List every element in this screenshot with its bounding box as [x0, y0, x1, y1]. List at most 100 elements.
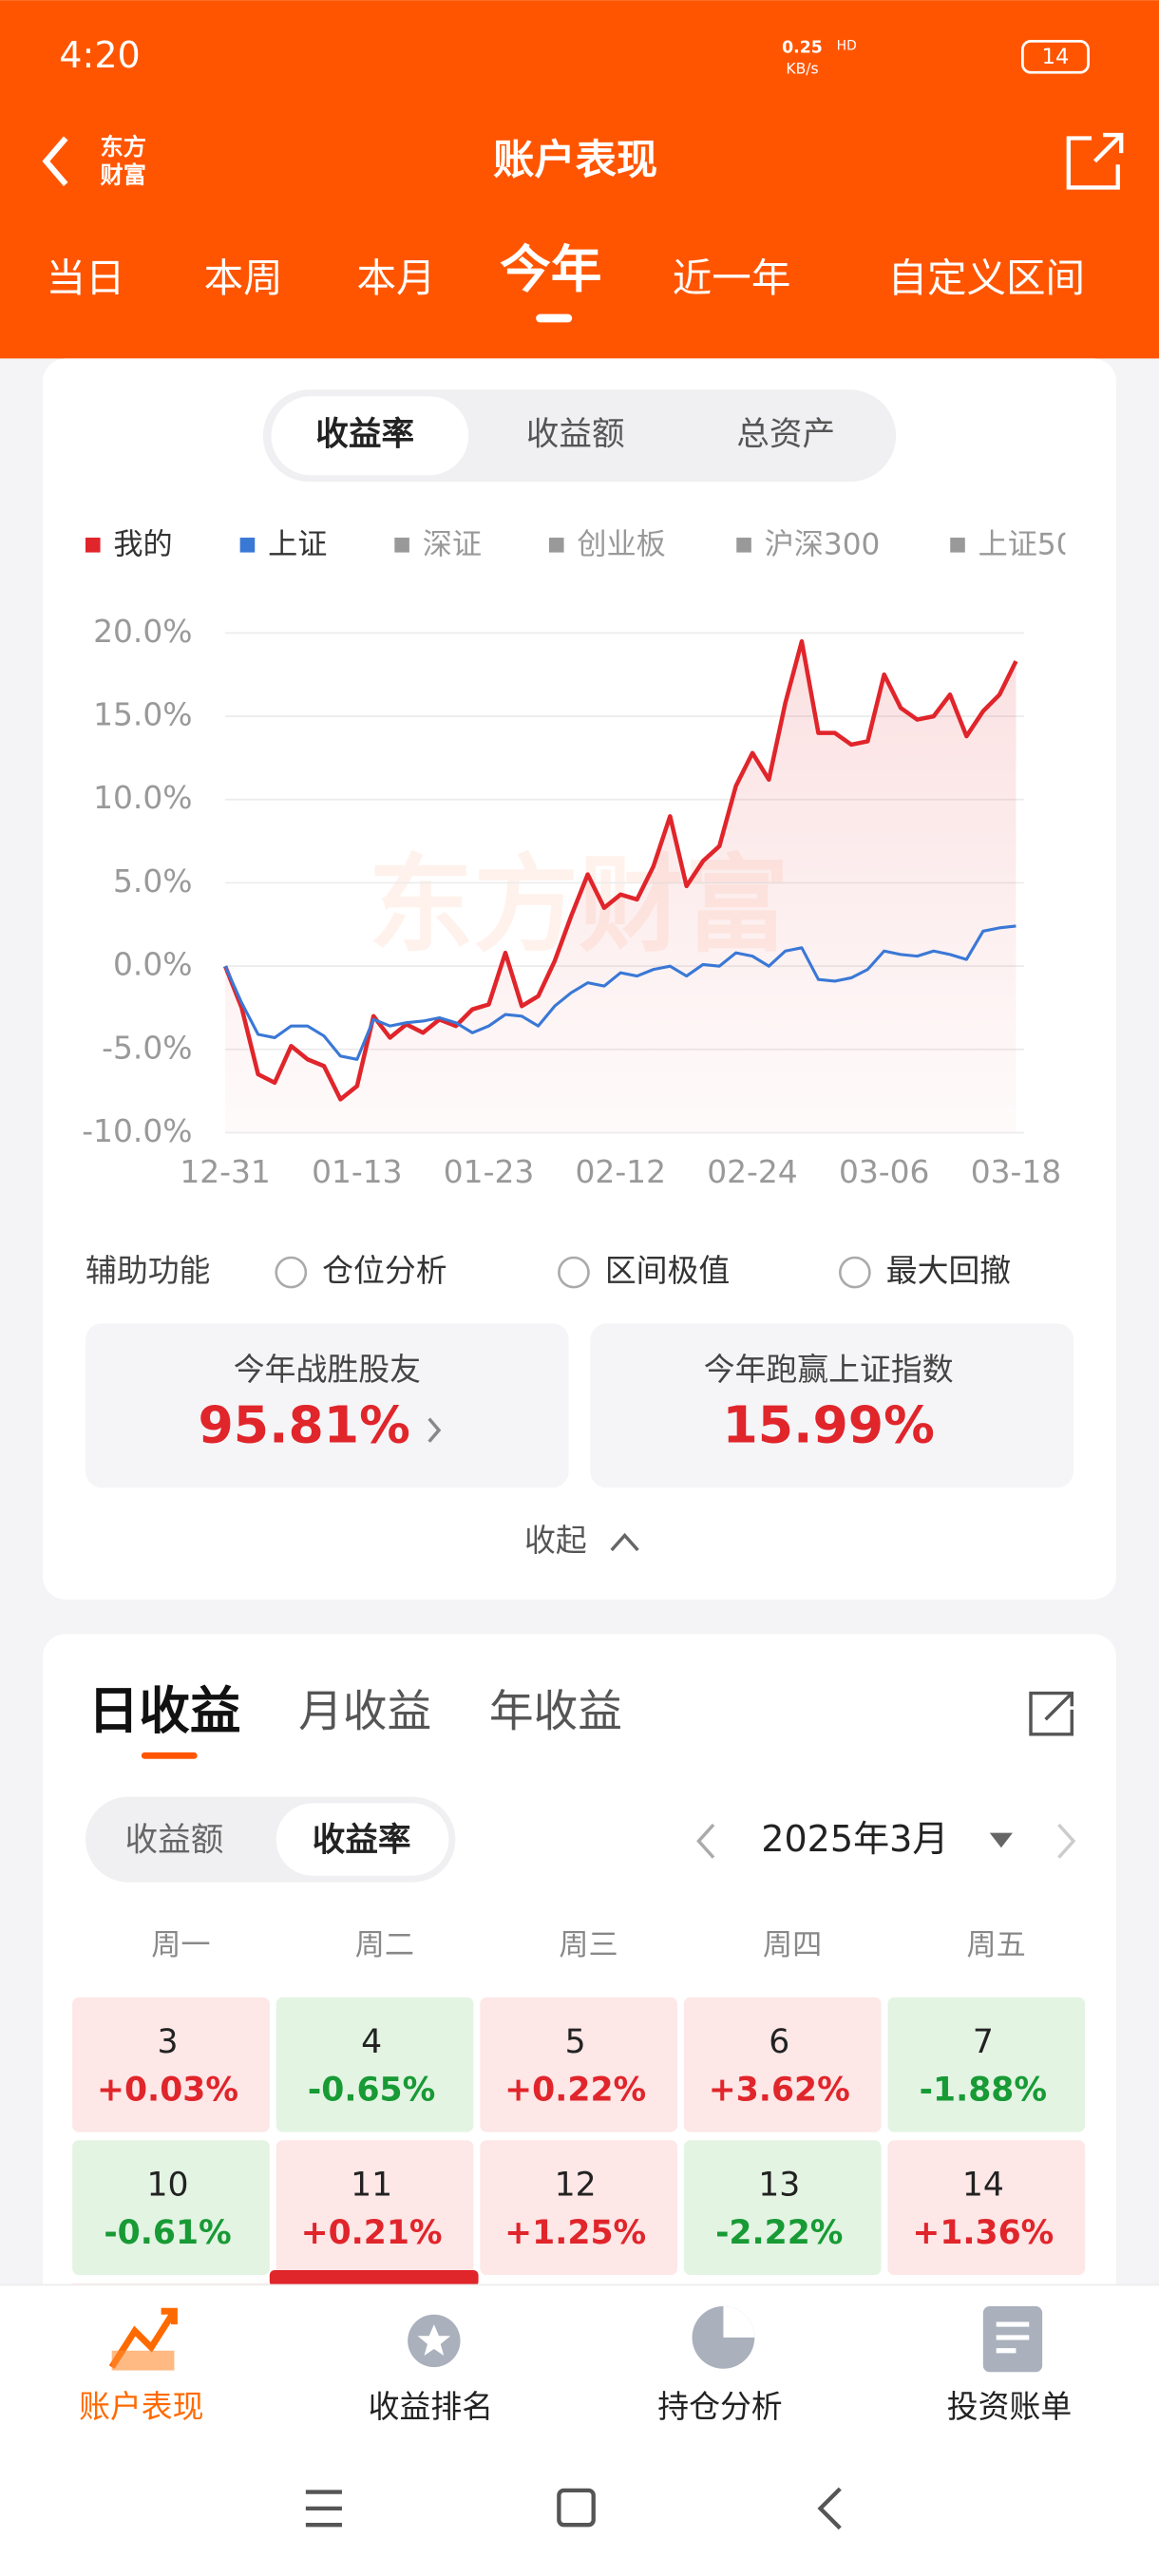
day-cell[interactable]: [72, 1997, 270, 2132]
day-change: -2.22%: [715, 2214, 843, 2252]
weekday: 周三: [559, 1928, 618, 1962]
legend-swatch[interactable]: [239, 538, 256, 553]
day-cell[interactable]: [276, 1997, 474, 2132]
toggle-option[interactable]: 收益率: [313, 1821, 411, 1859]
returns-tab[interactable]: 年收益: [489, 1687, 622, 1738]
day-cell[interactable]: [480, 1997, 677, 2132]
period-tab[interactable]: 自定义区间: [888, 255, 1086, 301]
legend-swatch[interactable]: [85, 538, 101, 553]
legend-swatch[interactable]: [548, 538, 564, 553]
period-tab[interactable]: 本周: [204, 255, 283, 301]
nav-icon[interactable]: [996, 2321, 1030, 2354]
stat-card[interactable]: [85, 1323, 569, 1488]
prev-month[interactable]: [696, 1823, 715, 1859]
y-tick-label: 10.0%: [93, 779, 192, 816]
legend-label[interactable]: 上证50: [978, 528, 1075, 562]
metric-option[interactable]: 收益率: [315, 416, 414, 454]
legend-label[interactable]: 沪深300: [765, 528, 881, 562]
month[interactable]: 2025年3月: [761, 1818, 948, 1860]
day-cell[interactable]: [480, 2140, 677, 2276]
share-icon[interactable]: [1029, 1691, 1074, 1736]
y-tick-label: 5.0%: [113, 862, 192, 900]
nav-label[interactable]: 收益排名: [369, 2388, 493, 2425]
radio[interactable]: [838, 1256, 871, 1289]
day-change: -1.88%: [920, 2071, 1047, 2109]
day-change: +0.21%: [301, 2214, 443, 2252]
sys-menu[interactable]: [305, 2490, 342, 2528]
tool-option[interactable]: 区间极值: [605, 1252, 730, 1289]
nav-icon[interactable]: [417, 2324, 451, 2356]
day-number: 12: [555, 2167, 597, 2205]
y-tick-label: -10.0%: [82, 1112, 192, 1149]
nav-label[interactable]: 账户表现: [79, 2388, 203, 2425]
back-icon[interactable]: [42, 136, 68, 186]
y-tick-label: -5.0%: [102, 1029, 192, 1066]
returns-tab[interactable]: 日收益: [88, 1681, 241, 1741]
legend-swatch[interactable]: [950, 538, 965, 553]
month-dropdown[interactable]: [989, 1832, 1013, 1848]
day-number: 11: [351, 2167, 392, 2205]
day-cell[interactable]: [683, 2140, 882, 2276]
stat-value: 15.99%: [722, 1395, 934, 1455]
logo: 财富: [101, 161, 146, 188]
day-change: -0.61%: [104, 2214, 231, 2252]
legend-label[interactable]: 我的: [113, 528, 172, 562]
day-cell[interactable]: [683, 1997, 882, 2132]
x-tick-label: 02-12: [576, 1153, 666, 1190]
sys-back[interactable]: [817, 2487, 842, 2530]
legend-label[interactable]: 创业板: [577, 528, 665, 562]
nav-label[interactable]: 投资账单: [947, 2388, 1072, 2425]
collapse-icon[interactable]: [610, 1532, 639, 1552]
returns-tab[interactable]: 月收益: [298, 1687, 431, 1738]
legend-swatch[interactable]: [394, 538, 409, 553]
nav-label[interactable]: 持仓分析: [657, 2388, 782, 2425]
metric-option[interactable]: 收益额: [526, 416, 625, 454]
tool-option[interactable]: 最大回撤: [886, 1252, 1011, 1289]
legend-label[interactable]: 深证: [423, 528, 482, 562]
speed: 0.25: [782, 38, 823, 57]
day-cell[interactable]: [887, 2140, 1086, 2276]
area: [225, 641, 1016, 1133]
nav-icon[interactable]: [111, 2350, 175, 2371]
period-tab[interactable]: 本月: [357, 255, 436, 301]
today-marker: [269, 2269, 479, 2287]
chevron[interactable]: [428, 1417, 442, 1443]
day-number: 10: [146, 2167, 188, 2205]
collapse[interactable]: 收起: [524, 1522, 587, 1559]
period-tab[interactable]: 当日: [46, 255, 124, 301]
stat-label: 今年跑赢上证指数: [704, 1351, 954, 1388]
weekday: 周五: [967, 1928, 1026, 1962]
speed-unit: KB/s: [786, 60, 818, 77]
stat-card[interactable]: [590, 1323, 1074, 1488]
day-cell[interactable]: [72, 2140, 270, 2276]
sys-home[interactable]: [557, 2488, 596, 2528]
next-month[interactable]: [1057, 1823, 1076, 1859]
x-tick-label: 03-18: [971, 1153, 1061, 1190]
logo: 东方: [101, 134, 146, 161]
day-change: +3.62%: [709, 2071, 850, 2109]
nav-icon[interactable]: [108, 2307, 178, 2369]
y-tick-label: 0.0%: [113, 946, 192, 983]
tool-option[interactable]: 仓位分析: [322, 1252, 446, 1289]
metric-option[interactable]: 总资产: [736, 416, 835, 454]
bottom-bar: [0, 2284, 1159, 2576]
radio[interactable]: [275, 1256, 308, 1289]
period-tab[interactable]: 今年: [500, 239, 601, 299]
weekday: 周二: [355, 1928, 414, 1962]
legend-label[interactable]: 上证: [268, 528, 327, 562]
radio[interactable]: [558, 1256, 590, 1289]
x-tick-label: 03-06: [839, 1153, 929, 1190]
day-cell[interactable]: [276, 2140, 474, 2276]
page-title: 账户表现: [493, 137, 657, 184]
day-cell[interactable]: [887, 1997, 1086, 2132]
tab-indicator: [141, 1752, 198, 1759]
metric-active: [271, 396, 469, 476]
x-tick-label: 02-24: [707, 1153, 797, 1190]
legend-swatch[interactable]: [736, 538, 751, 553]
share-icon[interactable]: [1066, 132, 1124, 190]
battery-level: 14: [1042, 45, 1070, 69]
toggle-option[interactable]: 收益额: [125, 1821, 224, 1859]
nav-icon[interactable]: [723, 2306, 755, 2338]
line: [222, 638, 1018, 1102]
period-tab[interactable]: 近一年: [673, 255, 791, 301]
